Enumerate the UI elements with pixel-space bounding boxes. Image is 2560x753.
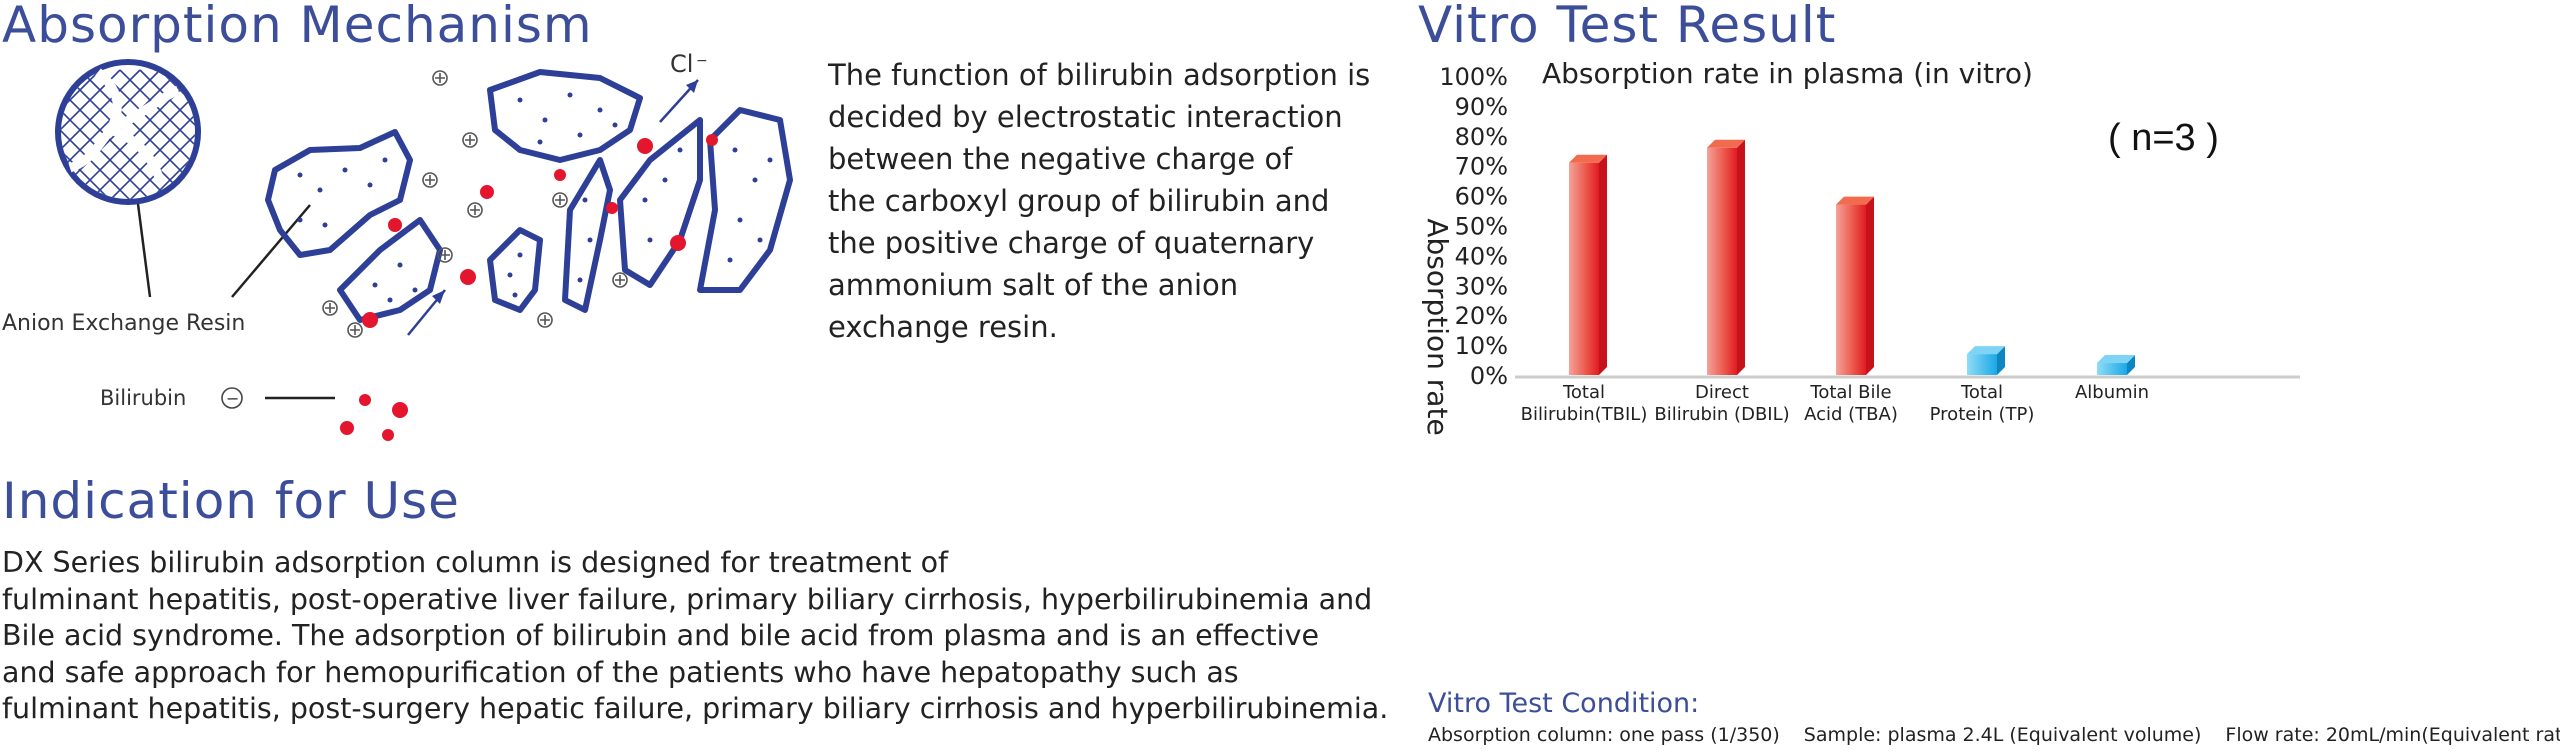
chloride-ion-label: Cl [670,50,693,78]
condition-sample: Sample: plasma 2.4L (Equivalent volume) [1803,724,2202,746]
absorption-mechanism-diagram: Anion Exchange Resin [2,50,793,441]
y-tick-label: 10% [1455,332,1508,360]
chloride-outflow-arrowhead [686,80,698,93]
mechanism-line: decided by electrostatic interaction [828,100,1343,134]
indication-line: fulminant hepatitis, post-surgery hepati… [2,692,1389,725]
y-tick-label: 70% [1455,153,1508,181]
mechanism-line: between the negative charge of [828,142,1293,176]
y-tick-label: 60% [1455,183,1508,211]
x-category-label: Direct [1695,382,1749,403]
indication-line: Bile acid syndrome. The adsorption of bi… [2,619,1319,652]
bar [1569,154,1607,375]
test-condition-list: Absorption column: one pass (1/350) Sampl… [1428,724,2560,746]
y-tick-label: 40% [1455,242,1508,270]
x-category-label: Acid (TBA) [1804,404,1898,425]
y-tick-label: 80% [1455,123,1508,151]
x-category-label: Bilirubin(TBIL) [1521,404,1648,425]
bilirubin-charge-icon [221,387,243,409]
bilirubin-molecules [340,134,718,441]
mechanism-line: the positive charge of quaternary [828,226,1315,260]
chart-title: Absorption rate in plasma (in vitro) [1542,57,2033,90]
absorption-bar-chart: Absorption rate in plasma (in vitro) ( n… [1421,57,2300,436]
resin-bead-magnified [55,59,201,205]
test-condition-title: Vitro Test Condition: [1428,688,1700,719]
bar [1836,196,1874,375]
x-category-label: Bilirubin (DBIL) [1654,404,1789,425]
indication-line: and safe approach for hemopurification o… [2,655,1239,689]
mechanism-line: ammonium salt of the anion [828,268,1239,302]
resin-pointer-line [136,203,152,298]
condition-flow-rate: Flow rate: 20mL/min(Equivalent rate) [2225,724,2560,746]
y-tick-label: 50% [1455,213,1508,241]
bilirubin-inflow-arrowhead [432,290,445,304]
condition-absorption-column: Absorption column: one pass (1/350) [1428,724,1780,746]
y-axis-ticks: 0%10%20%30%40%50%60%70%80%90%100% [1439,63,1508,390]
mechanism-line: exchange resin. [828,310,1058,344]
absorption-mechanism-title: Absorption Mechanism [2,0,593,54]
bar [1967,346,2005,375]
resin-cluster [265,69,793,323]
x-category-label: Total Bile [1809,382,1891,403]
mechanism-line: the carboxyl group of bilirubin and [828,184,1330,218]
bilirubin-charge-label: − [226,389,239,408]
resin-dots [297,92,773,303]
indication-title: Indication for Use [2,472,460,530]
y-tick-label: 90% [1455,93,1508,121]
bar-series [1569,139,2135,375]
y-tick-label: 30% [1455,272,1508,300]
x-category-label: Total [1960,382,2003,403]
y-tick-label: 100% [1439,63,1508,91]
sample-size-annotation: ( n=3 ) [2108,117,2219,159]
resin-pointer-line-2 [231,204,311,298]
indication-description: DX Series bilirubin adsorption column is… [2,545,1389,728]
x-category-label: Total [1562,382,1605,403]
bilirubin-label: Bilirubin [100,386,186,410]
x-category-label: Protein (TP) [1930,404,2035,425]
bar [1707,139,1745,375]
chloride-charge-label: − [696,53,708,69]
positive-charges [322,70,628,338]
anion-exchange-resin-label: Anion Exchange Resin [2,311,245,336]
y-tick-label: 0% [1470,362,1508,390]
indication-line: fulminant hepatitis, post-operative live… [2,582,1373,616]
indication-line: DX Series bilirubin adsorption column is… [2,546,949,579]
y-tick-label: 20% [1455,302,1508,330]
vitro-test-title: Vitro Test Result [1418,0,1837,54]
y-axis-label: Absorption rate [1421,218,1454,435]
mechanism-description: The function of bilirubin adsorption is … [828,54,1388,348]
mechanism-line: The function of bilirubin adsorption is [828,58,1371,92]
x-category-label: Albumin [2075,382,2149,403]
bar [2097,355,2135,375]
